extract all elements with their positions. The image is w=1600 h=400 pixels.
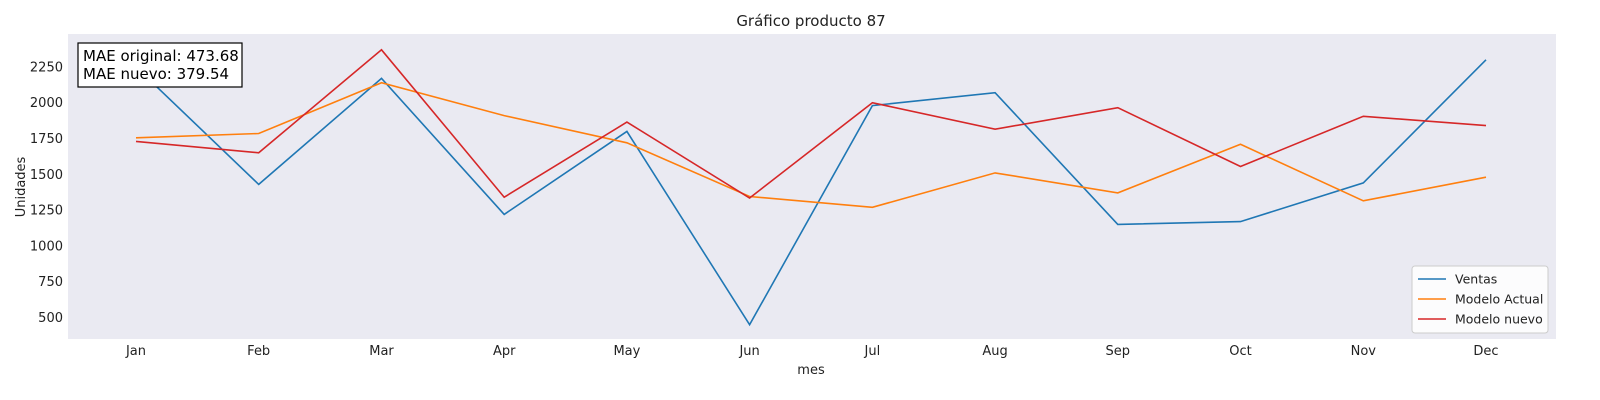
x-tick-label: Aug [982,344,1007,359]
y-tick-label: 2000 [30,96,63,111]
legend-label-modelo-actual: Modelo Actual [1455,292,1543,307]
legend-box [1411,265,1549,334]
y-axis-title: Unidades [14,156,29,217]
mae-original-label: MAE original: 473.68 [83,47,239,65]
y-tick-label: 1750 [30,132,63,147]
x-tick-label: May [613,344,640,359]
y-tick-labels: 500 750 1000 1250 1500 1750 2000 2250 [30,60,63,326]
series-line-modelo-nuevo [135,48,1487,199]
series-line-ventas [135,59,1487,327]
mae-annotation-box [77,42,243,88]
mae-annotation: MAE original: 473.68 MAE nuevo: 379.54 [77,42,243,88]
x-axis-title: mes [797,363,825,378]
x-tick-label: Dec [1473,344,1498,359]
x-tick-label: Sep [1106,344,1131,359]
y-tick-label: 2250 [30,60,63,75]
x-tick-label: Mar [369,344,394,359]
legend-label-ventas: Ventas [1455,272,1497,287]
series-line-modelo-actual [135,81,1487,209]
x-tick-labels: Jan Feb Mar Apr May Jun Jul Aug Sep Oct Nov Dec [125,344,1499,359]
x-tick-label: Feb [247,344,270,359]
y-tick-label: 750 [38,275,63,290]
y-tick-label: 1250 [30,204,63,219]
y-tick-label: 500 [38,311,63,326]
series-lines [135,48,1487,327]
plot-area [68,34,1556,339]
x-tick-label: Jun [738,344,759,359]
x-tick-label: Jan [125,344,146,359]
x-tick-label: Oct [1229,344,1251,359]
x-tick-label: Apr [493,344,516,359]
y-tick-label: 1500 [30,168,63,183]
legend-label-modelo-nuevo: Modelo nuevo [1455,312,1543,327]
chart-title: Gráfico producto 87 [736,12,885,30]
legend: Ventas Modelo Actual Modelo nuevo [1411,265,1549,334]
y-tick-label: 1000 [30,239,63,254]
x-tick-label: Nov [1351,344,1377,359]
mae-nuevo-label: MAE nuevo: 379.54 [83,65,229,83]
x-tick-label: Jul [864,344,881,359]
